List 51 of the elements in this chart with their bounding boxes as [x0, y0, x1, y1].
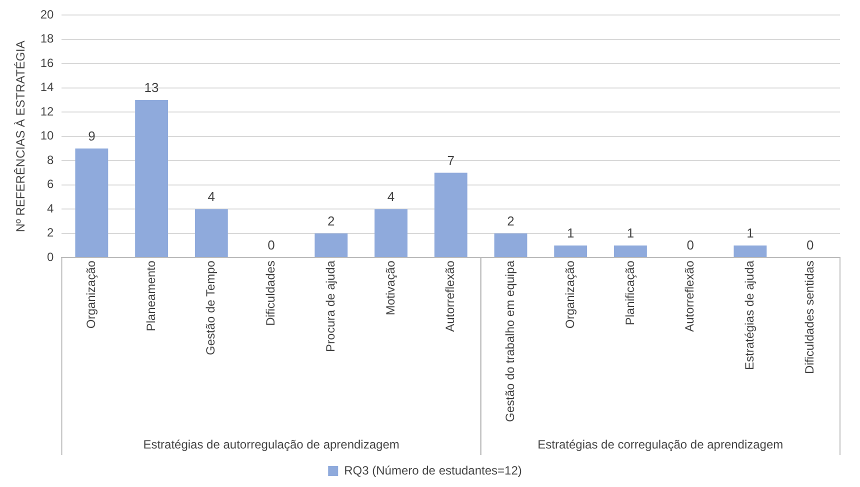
- text: Estratégias de autorregulação de aprendizagem: [143, 437, 400, 452]
- data-label: 1: [566, 226, 574, 241]
- y-tick-label: 6: [47, 177, 54, 192]
- text: Estratégias de corregulação de aprendizagem: [538, 437, 784, 452]
- x-tick-label: Organização: [562, 260, 577, 329]
- data-label: 9: [88, 128, 96, 144]
- bar: [554, 245, 588, 258]
- y-tick-label: 12: [40, 104, 54, 118]
- x-tick-label: Motivação: [383, 260, 398, 316]
- x-tick-label: Autorreflexão: [682, 260, 697, 332]
- x-tick-label: Procura de ajuda: [323, 260, 338, 352]
- y-tick-label: 8: [47, 152, 54, 167]
- y-tick-label: 16: [40, 56, 54, 70]
- bar: [614, 245, 647, 258]
- x-tick-label: Estratégias de ajuda: [742, 260, 757, 370]
- data-label: 1: [626, 226, 634, 241]
- x-tick-label: Planificação: [622, 260, 637, 326]
- data-label: 1: [746, 226, 754, 241]
- data-label: 2: [507, 213, 514, 228]
- y-axis-title: Nº REFERÊNCIAS À ESTRATÉGIA: [14, 40, 28, 232]
- x-tick-label: Gestão de Tempo: [204, 260, 218, 356]
- y-tick-label: 20: [40, 8, 54, 22]
- y-tick-label: 4: [47, 201, 54, 216]
- y-tick-label: 14: [40, 80, 54, 94]
- data-label: 0: [686, 238, 694, 253]
- x-tick-label: Dificuldades: [264, 260, 278, 326]
- bar: [135, 100, 168, 258]
- data-label: 4: [387, 189, 395, 204]
- bar: [434, 172, 468, 258]
- data-label: 2: [328, 213, 335, 228]
- data-label: 13: [144, 80, 159, 96]
- data-label: 0: [806, 238, 814, 253]
- x-tick-label: Organização: [84, 260, 98, 329]
- bar: [194, 209, 228, 258]
- bar: [734, 245, 767, 258]
- y-tick-label: 0: [47, 250, 54, 264]
- bar: [75, 148, 108, 258]
- data-label: 0: [268, 238, 275, 253]
- x-tick-label: Planeamento: [144, 260, 158, 332]
- data-label: 4: [208, 189, 216, 204]
- bar: [374, 209, 408, 258]
- y-tick-label: 2: [47, 226, 54, 240]
- x-tick-label: Dificuldades sentidas: [802, 260, 816, 374]
- x-tick-label: Autorreflexão: [443, 260, 458, 332]
- y-tick-label: 18: [40, 32, 54, 46]
- bar: [314, 233, 348, 258]
- legend-label: RQ3 (Número de estudantes=12): [344, 463, 522, 478]
- bar: [494, 233, 528, 258]
- y-tick-label: 10: [40, 128, 54, 143]
- data-label: 7: [447, 152, 454, 168]
- x-tick-label: Gestão do trabalho em equipa: [503, 260, 518, 422]
